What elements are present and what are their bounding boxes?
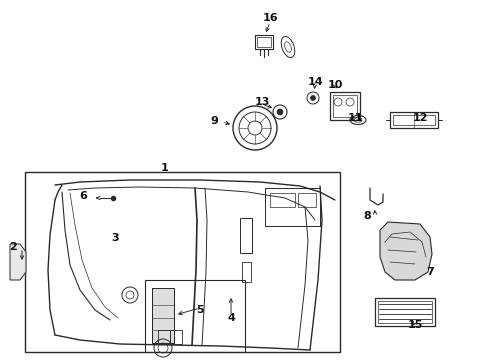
Text: 4: 4 <box>227 313 235 323</box>
Bar <box>330 92 360 120</box>
Text: 14: 14 <box>307 77 323 87</box>
Text: 15: 15 <box>407 320 423 330</box>
Text: 9: 9 <box>210 116 218 126</box>
Bar <box>240 218 252 253</box>
Bar <box>265 188 320 226</box>
Text: 7: 7 <box>426 267 434 277</box>
Bar <box>152 288 174 343</box>
Bar <box>393 115 435 125</box>
Text: 11: 11 <box>347 113 363 123</box>
Polygon shape <box>380 222 432 280</box>
Bar <box>333 95 357 117</box>
Text: 16: 16 <box>262 13 278 23</box>
Bar <box>255 35 273 49</box>
Text: 5: 5 <box>196 305 204 315</box>
Bar <box>242 262 251 282</box>
Bar <box>257 37 271 47</box>
Text: 12: 12 <box>412 113 428 123</box>
Text: 13: 13 <box>254 97 270 107</box>
Bar <box>145 280 245 352</box>
Bar <box>375 298 435 326</box>
Text: 10: 10 <box>327 80 343 90</box>
Text: 2: 2 <box>9 242 17 252</box>
Bar <box>158 330 170 344</box>
Text: 1: 1 <box>161 163 169 173</box>
Text: 3: 3 <box>111 233 119 243</box>
Bar <box>25 172 340 352</box>
Bar <box>298 193 316 207</box>
Text: 8: 8 <box>363 211 371 221</box>
Bar <box>170 330 182 344</box>
Circle shape <box>277 109 283 115</box>
Bar <box>378 301 432 323</box>
Bar <box>152 288 174 343</box>
Bar <box>390 112 438 128</box>
Polygon shape <box>10 244 26 280</box>
Circle shape <box>311 95 316 100</box>
Bar <box>270 193 295 207</box>
Text: 6: 6 <box>79 191 87 201</box>
